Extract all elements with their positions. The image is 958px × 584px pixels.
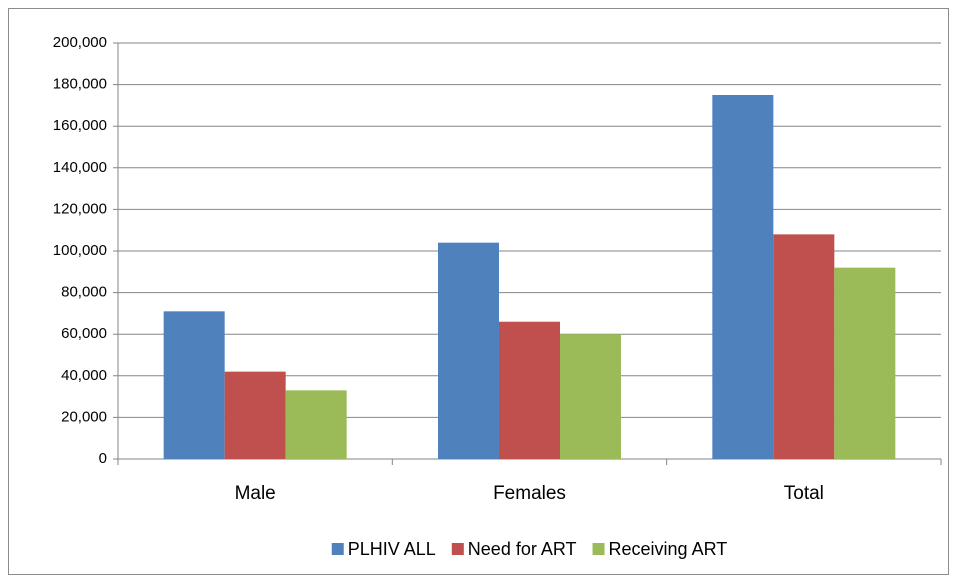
bar [712, 95, 774, 459]
bar [560, 334, 621, 459]
legend-label: PLHIV ALL [348, 539, 436, 559]
y-tick-label: 80,000 [61, 284, 107, 301]
y-tick-label: 60,000 [61, 325, 107, 342]
y-tick-label: 160,000 [53, 117, 107, 134]
bar [163, 311, 225, 459]
bar [438, 242, 499, 459]
y-tick-label: 100,000 [53, 242, 107, 259]
y-tick-label: 120,000 [53, 200, 107, 217]
y-tick-label: 0 [99, 450, 107, 467]
bar [773, 234, 835, 459]
x-tick-label: Total [784, 483, 824, 504]
y-tick-label: 40,000 [61, 367, 107, 384]
bar [224, 371, 286, 459]
legend-label: Need for ART [468, 539, 577, 559]
x-tick-label: Male [235, 483, 276, 504]
legend-swatch [451, 543, 464, 555]
bar [285, 390, 347, 459]
y-tick-label: 180,000 [53, 76, 107, 93]
legend-swatch [331, 543, 344, 555]
y-tick-label: 200,000 [53, 34, 107, 51]
x-tick-label: Females [493, 483, 566, 504]
bar [834, 267, 896, 459]
bar [499, 321, 560, 459]
y-tick-label: 140,000 [53, 159, 107, 176]
legend-label: Receiving ART [609, 539, 728, 559]
legend-swatch [592, 543, 605, 555]
y-tick-label: 20,000 [61, 408, 107, 425]
